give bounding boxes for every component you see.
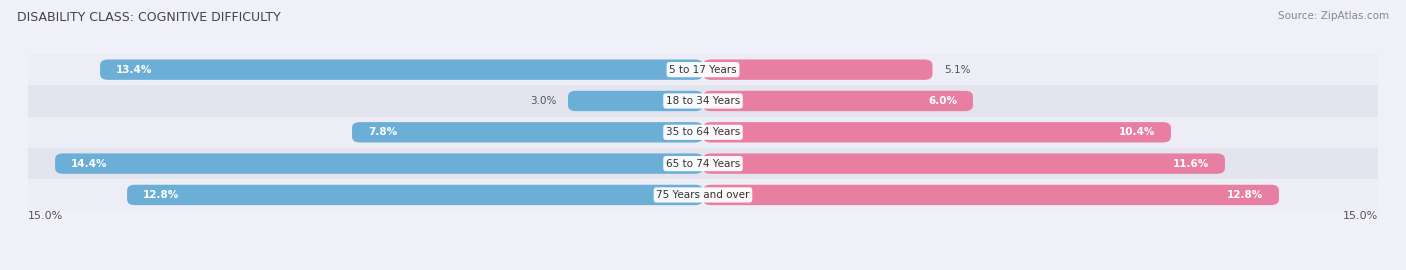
FancyBboxPatch shape bbox=[352, 122, 703, 143]
Text: 35 to 64 Years: 35 to 64 Years bbox=[666, 127, 740, 137]
Legend: Male, Female: Male, Female bbox=[641, 267, 765, 270]
Text: 12.8%: 12.8% bbox=[1227, 190, 1263, 200]
Text: 18 to 34 Years: 18 to 34 Years bbox=[666, 96, 740, 106]
FancyBboxPatch shape bbox=[55, 153, 703, 174]
FancyBboxPatch shape bbox=[568, 91, 703, 111]
Text: 10.4%: 10.4% bbox=[1119, 127, 1156, 137]
Text: 13.4%: 13.4% bbox=[115, 65, 152, 75]
Text: 14.4%: 14.4% bbox=[70, 158, 107, 169]
Text: 15.0%: 15.0% bbox=[28, 211, 63, 221]
Text: 5 to 17 Years: 5 to 17 Years bbox=[669, 65, 737, 75]
Text: 75 Years and over: 75 Years and over bbox=[657, 190, 749, 200]
Text: DISABILITY CLASS: COGNITIVE DIFFICULTY: DISABILITY CLASS: COGNITIVE DIFFICULTY bbox=[17, 11, 281, 24]
Text: 5.1%: 5.1% bbox=[943, 65, 970, 75]
Text: 12.8%: 12.8% bbox=[143, 190, 179, 200]
FancyBboxPatch shape bbox=[703, 91, 973, 111]
Bar bbox=[28, 85, 1378, 117]
FancyBboxPatch shape bbox=[703, 122, 1171, 143]
Text: 6.0%: 6.0% bbox=[928, 96, 957, 106]
Text: Source: ZipAtlas.com: Source: ZipAtlas.com bbox=[1278, 11, 1389, 21]
FancyBboxPatch shape bbox=[127, 185, 703, 205]
Text: 15.0%: 15.0% bbox=[1343, 211, 1378, 221]
Text: 3.0%: 3.0% bbox=[530, 96, 557, 106]
Text: 65 to 74 Years: 65 to 74 Years bbox=[666, 158, 740, 169]
Bar bbox=[28, 179, 1378, 211]
FancyBboxPatch shape bbox=[703, 59, 932, 80]
FancyBboxPatch shape bbox=[703, 185, 1279, 205]
Text: 7.8%: 7.8% bbox=[368, 127, 396, 137]
FancyBboxPatch shape bbox=[703, 153, 1225, 174]
Bar bbox=[28, 148, 1378, 179]
FancyBboxPatch shape bbox=[100, 59, 703, 80]
Bar bbox=[28, 117, 1378, 148]
Text: 11.6%: 11.6% bbox=[1173, 158, 1209, 169]
Bar bbox=[28, 54, 1378, 85]
